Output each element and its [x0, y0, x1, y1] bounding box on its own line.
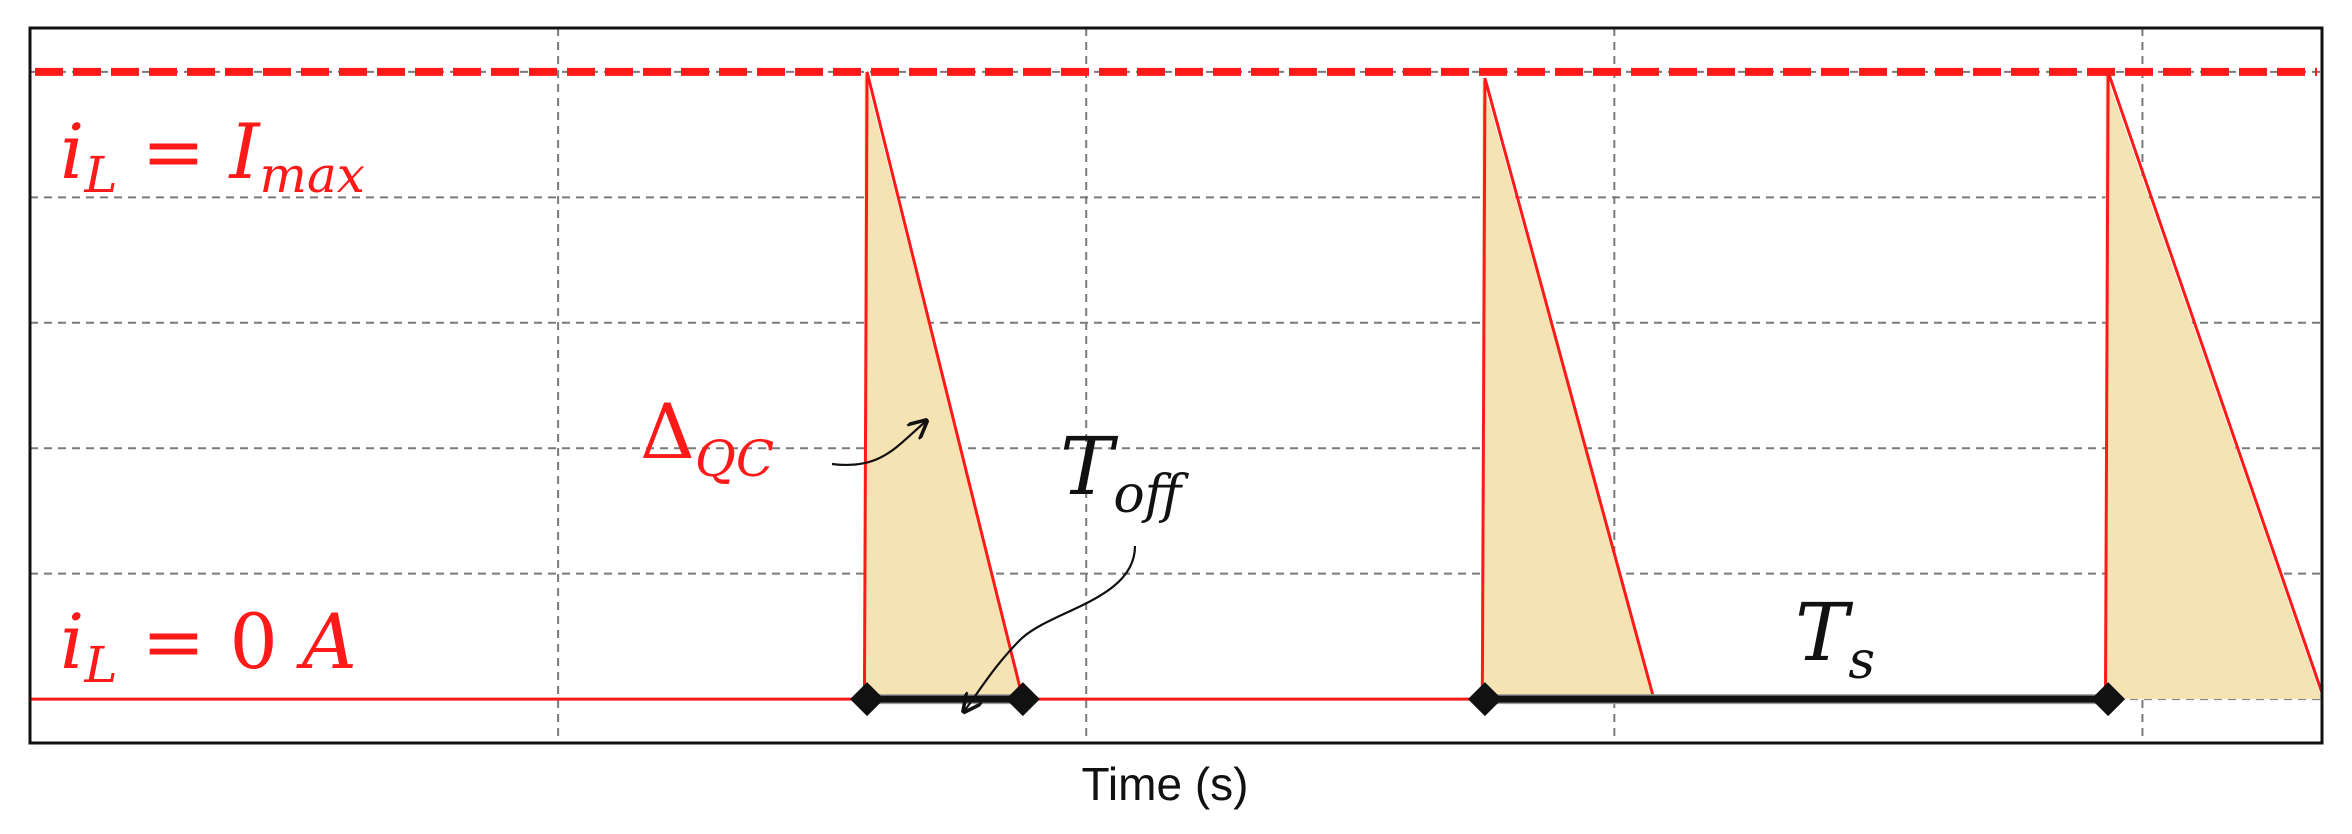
- i-max-base: i: [60, 107, 84, 196]
- interval-ts-marker-0: [1467, 682, 1502, 717]
- delta-qc-area-2: [2105, 71, 2322, 700]
- t-s-sub: s: [1848, 631, 1875, 691]
- interval-ts-marker-1: [2091, 682, 2126, 717]
- i-max-sub2: max: [260, 146, 365, 204]
- delta-qc-arrow: [831, 422, 925, 467]
- series: [30, 71, 2324, 701]
- delta-qc-base: Δ: [640, 387, 695, 476]
- i-max-mid: =: [118, 107, 230, 196]
- x-axis-label: Time (s): [1082, 758, 1249, 810]
- zero-sub: L: [83, 636, 117, 694]
- zero-base: i: [60, 597, 84, 686]
- i-max-base2: I: [228, 107, 262, 196]
- plot-frame: [28, 26, 2324, 745]
- t-off-base: T: [1060, 420, 1119, 513]
- zero-base2: A: [296, 597, 357, 686]
- i-max-label: iL = Imax: [60, 107, 365, 204]
- t-off-label: Toff: [1060, 420, 1190, 525]
- delta-qc-sub: QC: [695, 430, 774, 488]
- i-max-sub: L: [83, 146, 117, 204]
- plot-background: [30, 28, 2322, 743]
- zero-mid: = 0: [118, 597, 303, 686]
- t-s-base: T: [1795, 586, 1854, 679]
- zero-label: iL = 0 A: [60, 597, 357, 694]
- t-off-sub: off: [1113, 465, 1189, 525]
- delta-qc-area-0: [864, 71, 1023, 700]
- interval-markers: [850, 682, 2126, 717]
- inductor-current-line-0: [30, 71, 2324, 701]
- interval-toff-marker-1: [1005, 682, 1040, 717]
- delta-qc-label: ΔQC: [640, 387, 774, 488]
- t-off-arrow: [965, 545, 1137, 710]
- t-s-label: Ts: [1795, 586, 1875, 691]
- interval-toff-marker-0: [850, 682, 885, 717]
